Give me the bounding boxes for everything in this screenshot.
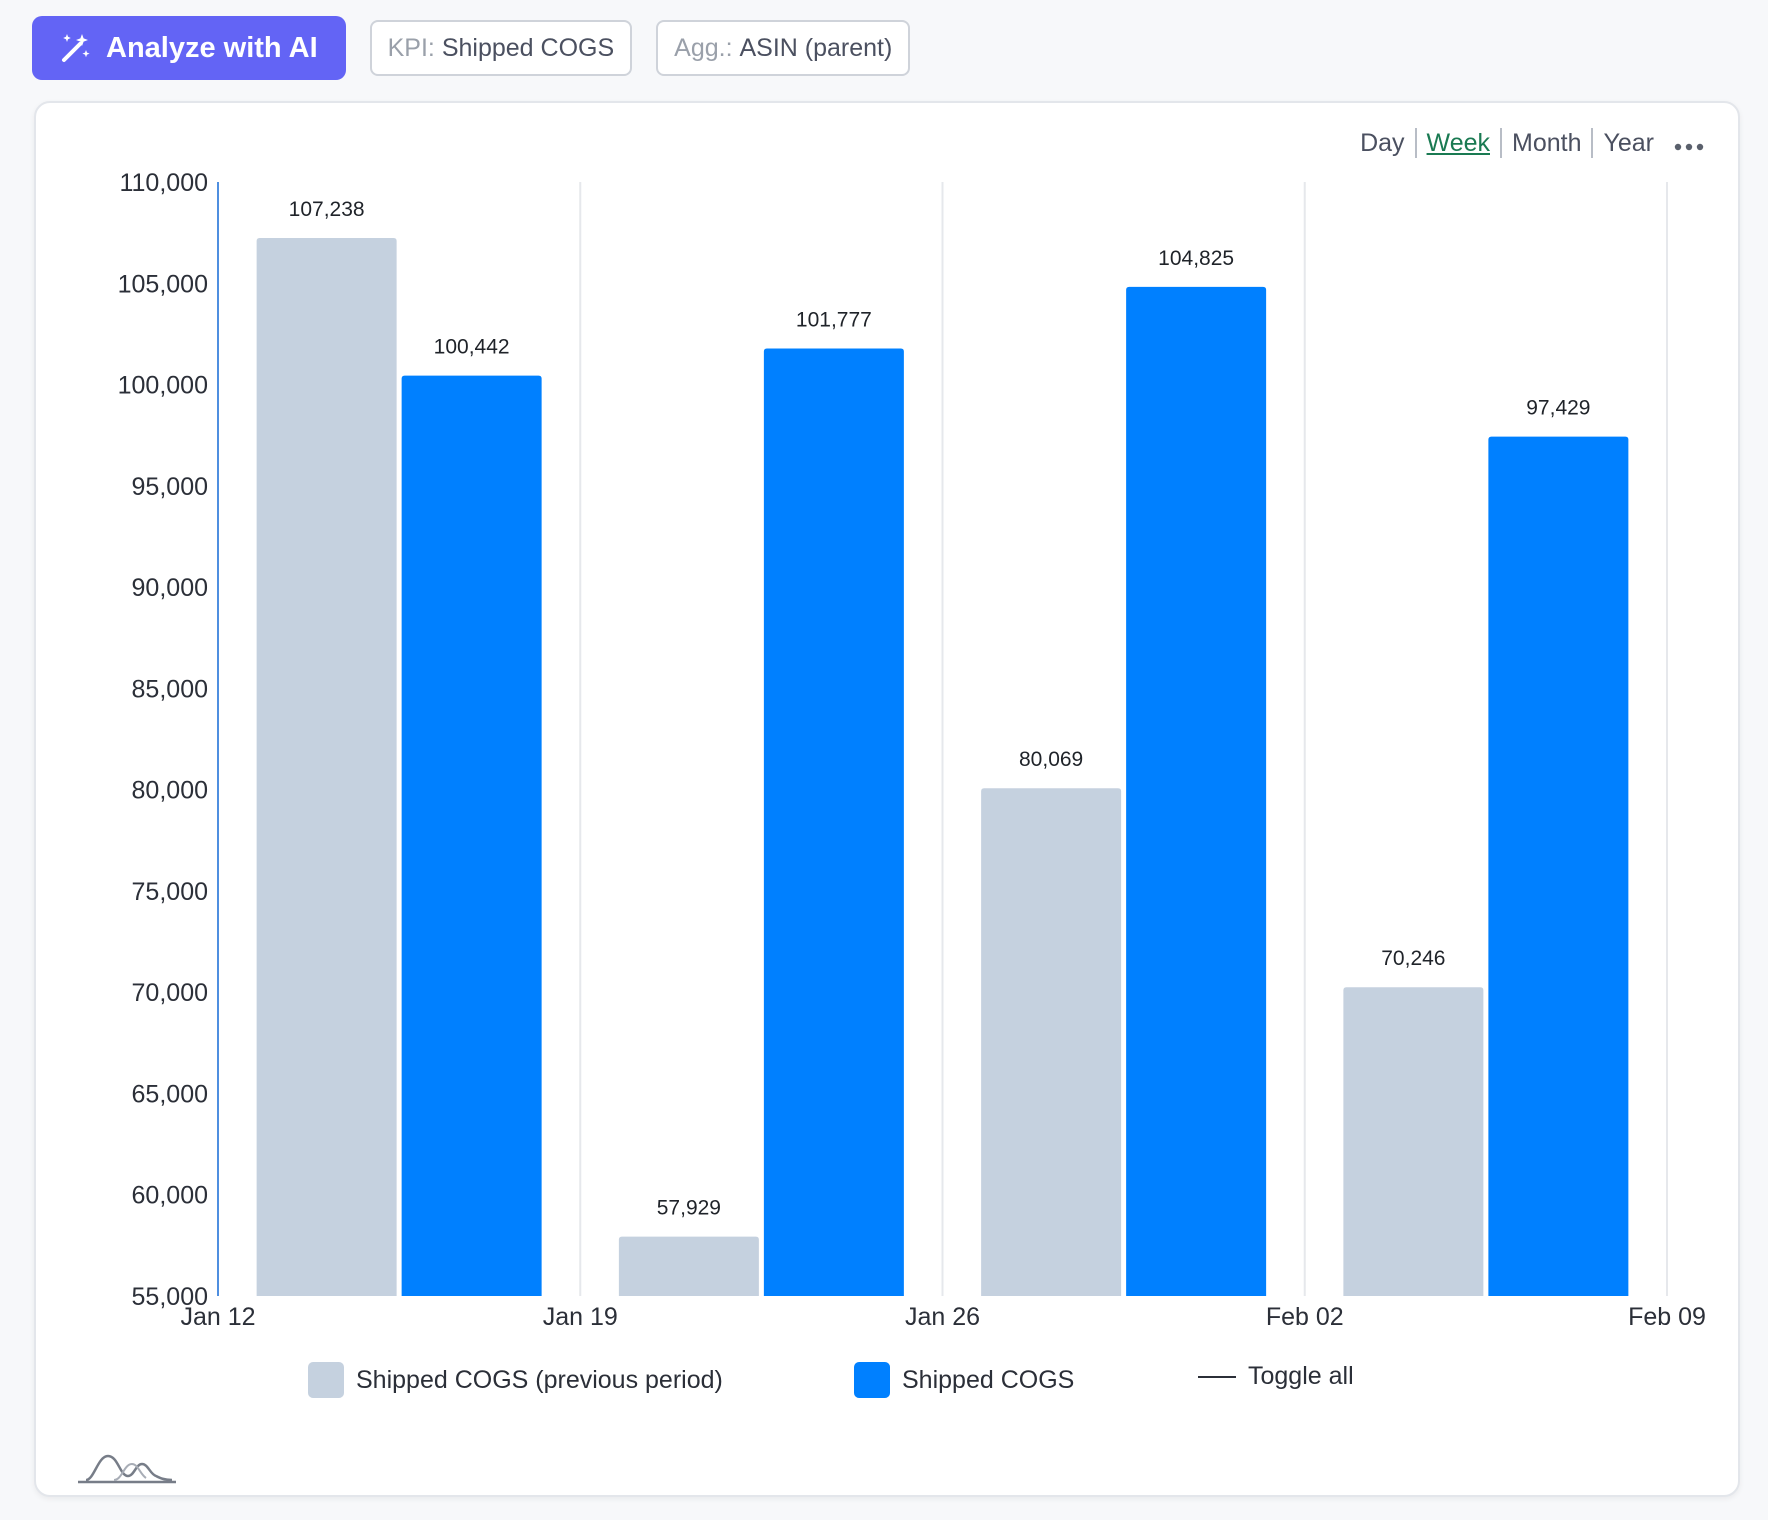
magic-wand-icon <box>58 31 92 65</box>
chart-brand-logo <box>76 1452 178 1491</box>
legend-item-previous[interactable]: Shipped COGS (previous period) <box>308 1362 723 1398</box>
more-options-icon[interactable] <box>1672 130 1706 164</box>
analyze-with-ai-button[interactable]: Analyze with AI <box>32 16 346 80</box>
legend-swatch-previous <box>308 1362 344 1398</box>
aggregation-filter-chip[interactable]: Agg.: ASIN (parent) <box>656 20 911 76</box>
legend-item-current[interactable]: Shipped COGS <box>854 1362 1074 1398</box>
legend-label-previous: Shipped COGS (previous period) <box>356 1365 723 1394</box>
period-separator <box>1414 128 1417 158</box>
legend-label-toggle-all: Toggle all <box>1248 1362 1354 1390</box>
analyze-with-ai-label: Analyze with AI <box>106 31 318 64</box>
period-separator <box>1591 128 1594 158</box>
legend-label-current: Shipped COGS <box>902 1365 1075 1394</box>
period-option-day[interactable]: Day <box>1360 128 1405 157</box>
kpi-key: KPI: <box>387 33 435 62</box>
agg-key: Agg.: <box>674 33 733 62</box>
period-option-year[interactable]: Year <box>1603 128 1654 157</box>
legend-swatch-current <box>854 1362 890 1398</box>
agg-value: ASIN (parent) <box>739 33 893 62</box>
period-separator <box>1500 128 1502 158</box>
period-option-week[interactable]: Week <box>1426 128 1490 157</box>
period-option-month[interactable]: Month <box>1512 128 1582 157</box>
kpi-value: Shipped COGS <box>441 33 615 62</box>
legend-toggle-all[interactable]: Toggle all <box>1198 1362 1354 1391</box>
period-selector: Day Week Month Year <box>1350 128 1664 158</box>
kpi-filter-chip[interactable]: KPI: Shipped COGS <box>369 20 633 76</box>
chart-card <box>34 101 1740 1497</box>
toggle-all-line-icon <box>1198 1375 1236 1378</box>
